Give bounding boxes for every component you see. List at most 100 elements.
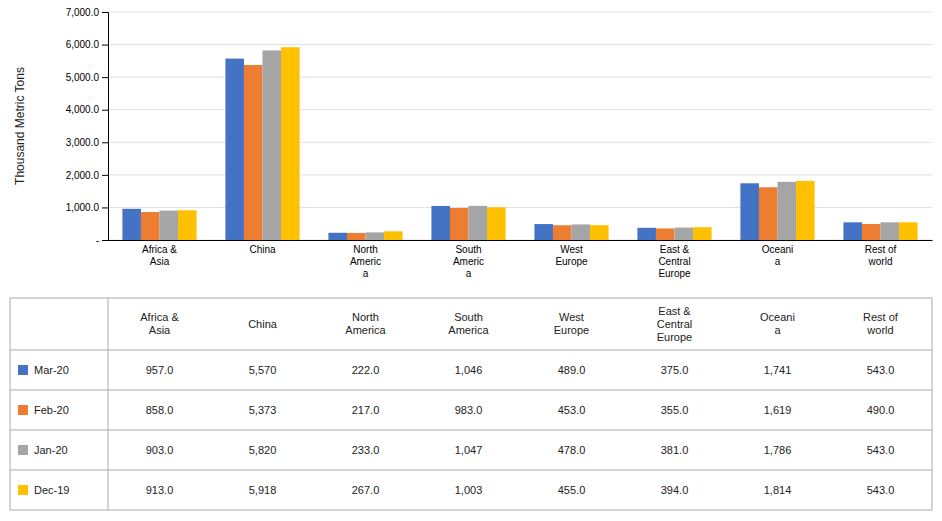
tick: 3,000.0 [66,137,108,148]
axis-line [109,240,933,241]
tick-label: China [249,244,276,255]
text-line: a [774,324,781,336]
table-cell: 478.0 [558,444,586,456]
text-line: Europe [554,324,589,336]
tick-mark [102,77,108,78]
table-cell: 267.0 [352,484,380,496]
table-cell: 543.0 [867,364,895,376]
text-line: Rest of [865,244,897,255]
bar [328,233,347,240]
tick-label: 7,000.0 [66,7,100,18]
x-axis: Africa &AsiaChinaNorthAmericaSouthAmeric… [109,241,933,280]
table-border [10,470,932,471]
table-cell: 1,814 [764,484,792,496]
table-header: East &CentralEurope [657,305,692,343]
bar [590,225,609,240]
bar-series [122,59,862,240]
tick-label: 4,000.0 [66,104,100,115]
bar [122,209,141,240]
text-line: Africa & [140,311,179,323]
tick: 5,000.0 [66,72,108,83]
table-cell: 858.0 [146,404,174,416]
bar [778,182,797,240]
bar [347,233,366,240]
table-cell: 490.0 [867,404,895,416]
tick: SouthAmerica [453,244,484,279]
table-cell: 903.0 [146,444,174,456]
tick-label: 1,000.0 [66,202,100,213]
bar [637,228,656,240]
bar [534,224,553,240]
table-cell: 5,373 [249,404,277,416]
tick: 4,000.0 [66,104,108,115]
bar [675,228,694,240]
bar [759,187,778,240]
text-line: a [363,268,369,279]
table-header: China [248,318,278,330]
bar [160,211,179,240]
table-header: NorthAmerica [345,311,386,336]
text-line: West [559,311,584,323]
tick: WestEurope [555,244,588,267]
table-border [10,510,932,511]
bar [796,181,815,240]
text-line: China [248,318,278,330]
legend-swatch [18,405,28,415]
bar [384,231,403,240]
table-cell: 381.0 [661,444,689,456]
table-cell: 222.0 [352,364,380,376]
table-cell: 1,046 [455,364,483,376]
table-header: SouthAmerica [448,311,489,336]
grid-line [108,44,932,45]
bar [740,183,759,240]
bar [244,65,263,240]
grid [108,12,932,240]
text-line: Asia [150,256,170,267]
tick: 6,000.0 [66,39,108,50]
text-line: world [866,324,893,336]
tick-mark [102,12,108,13]
table-border [108,298,109,510]
tick-label: - [96,235,99,246]
bar [225,59,244,240]
bar [366,232,385,240]
table-header: Africa &Asia [140,311,179,336]
tick-label: 6,000.0 [66,39,100,50]
tick: - [96,235,108,246]
text-line: South [454,311,483,323]
table-border [10,298,11,510]
bars [122,47,917,240]
grid-line [108,12,932,13]
table-cell: 983.0 [455,404,483,416]
tick: 1,000.0 [66,202,108,213]
bar-series [178,47,918,240]
axis-title: Thousand Metric Tons [13,67,27,185]
table-cell: 1,047 [455,444,483,456]
table-border [10,390,932,391]
tick-mark [102,240,108,241]
text-line: Central [657,318,692,330]
tick-label: 3,000.0 [66,137,100,148]
text-line: North [352,311,379,323]
table-cell: 913.0 [146,484,174,496]
bar [141,212,160,240]
tick: China [249,244,276,255]
text-line: a [466,268,472,279]
table-border [932,298,933,510]
bar [899,222,918,240]
tick-label: SouthAmerica [453,244,484,279]
table-border [10,298,932,299]
table-cell: 1,619 [764,404,792,416]
table-cell: 355.0 [661,404,689,416]
legend-swatch [18,485,28,495]
tick-label: WestEurope [555,244,588,267]
bar [656,228,675,240]
bar [881,222,900,240]
table-border [10,430,932,431]
tick: Oceania [762,244,794,267]
text-line: Europe [657,331,692,343]
bar [178,210,197,240]
table-cell: 1,741 [764,364,792,376]
text-line: North [353,244,377,255]
table-cell: 543.0 [867,444,895,456]
